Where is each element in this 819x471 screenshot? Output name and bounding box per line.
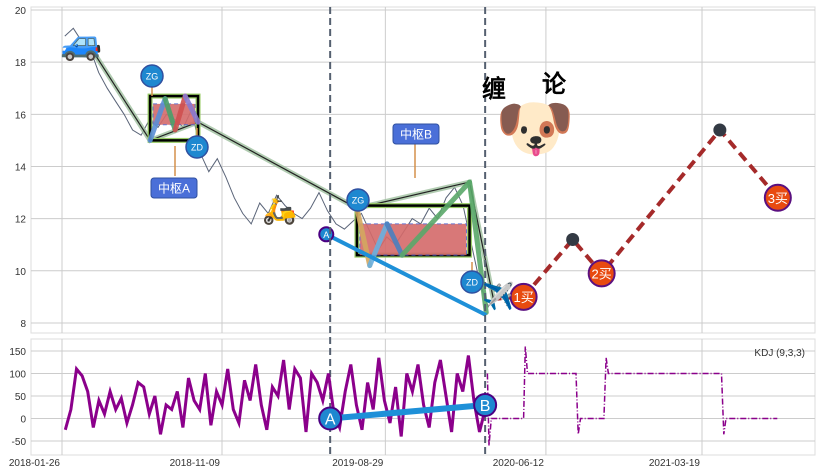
y-tick-label: 16 (15, 110, 27, 121)
car-icon: 🚙 (60, 24, 102, 63)
y-tick-label: 12 (15, 215, 27, 226)
price-line (64, 27, 489, 308)
kdj-divergence-point-a (318, 406, 343, 431)
monk-dog-logo: 🐶 (495, 92, 575, 164)
y-tick-label: 18 (15, 58, 27, 69)
zd-marker (185, 135, 209, 159)
scooter-icon: 🛵 (262, 194, 297, 226)
zhongshu-b-label-box (392, 123, 440, 145)
kdj-legend: KDJ (9,3,3) (754, 348, 805, 359)
y-tick-label: 100 (9, 370, 26, 381)
x-tick-label: 2018-11-09 (170, 458, 221, 469)
zhongshu-a-stroke (172, 93, 188, 133)
price-panel (30, 6, 816, 334)
x-tick-label: 2018-01-26 (9, 458, 61, 469)
kdj-line (63, 355, 487, 437)
zhongshu-a-stroke (147, 96, 168, 143)
y-tick-label: 8 (20, 319, 26, 330)
zhongshu-b-label: 中枢B (400, 127, 432, 142)
zg-marker (346, 188, 370, 212)
zd-marker (460, 270, 484, 294)
zg-marker (140, 64, 164, 88)
zg-label: ZG (352, 196, 365, 206)
buy-point-label: 1买 (513, 290, 533, 305)
zhongshu-b-stroke (467, 179, 489, 316)
divergence-line (325, 232, 488, 317)
logo-text-lun: 论 (542, 70, 567, 98)
buy-point-marker (763, 183, 792, 212)
kdj-forecast-line (486, 346, 778, 446)
zd-label: ZD (191, 143, 203, 153)
forecast-pivot (713, 123, 727, 137)
buy-point-label: 2买 (592, 266, 612, 281)
y-tick-label: 14 (15, 162, 27, 173)
kdj-divergence-point-b (473, 393, 498, 417)
x-tick-label: 2021-03-19 (649, 458, 701, 469)
y-tick-label: 0 (20, 415, 26, 426)
forecast-pivot (566, 233, 580, 247)
forecast-connector (493, 295, 524, 301)
zd-label: ZD (466, 278, 478, 288)
zhongshu-b-stroke (399, 179, 473, 258)
zhongshu-a-stroke (162, 96, 178, 133)
kdj-divergence-line (329, 402, 486, 422)
logo-text-chan: 缠 (482, 75, 506, 103)
kdj-divergence-label: A (325, 412, 336, 429)
x-tick-label: 2020-06-12 (493, 458, 545, 469)
y-tick-label: 10 (15, 267, 27, 278)
zg-label: ZG (146, 72, 159, 82)
y-tick-label: 50 (15, 392, 27, 403)
divergence-label-a: A (323, 230, 329, 240)
airplane-icon: ✈️ (482, 280, 514, 311)
zhongshu-a-label-box (150, 177, 198, 199)
kdj-divergence-label: B (480, 398, 491, 415)
y-tick-label: 150 (9, 347, 26, 358)
buy-point-marker (509, 282, 538, 311)
y-tick-label: 20 (15, 6, 27, 17)
x-tick-label: 2019-08-29 (332, 458, 384, 469)
zhongshu-a-label: 中枢A (158, 181, 190, 196)
zhongshu-a-stroke (182, 93, 201, 125)
buy-point-label: 3买 (768, 191, 788, 206)
buy-point-marker (587, 259, 616, 288)
zhongshu-b-stroke (384, 221, 405, 258)
y-tick-label: -50 (12, 437, 27, 448)
